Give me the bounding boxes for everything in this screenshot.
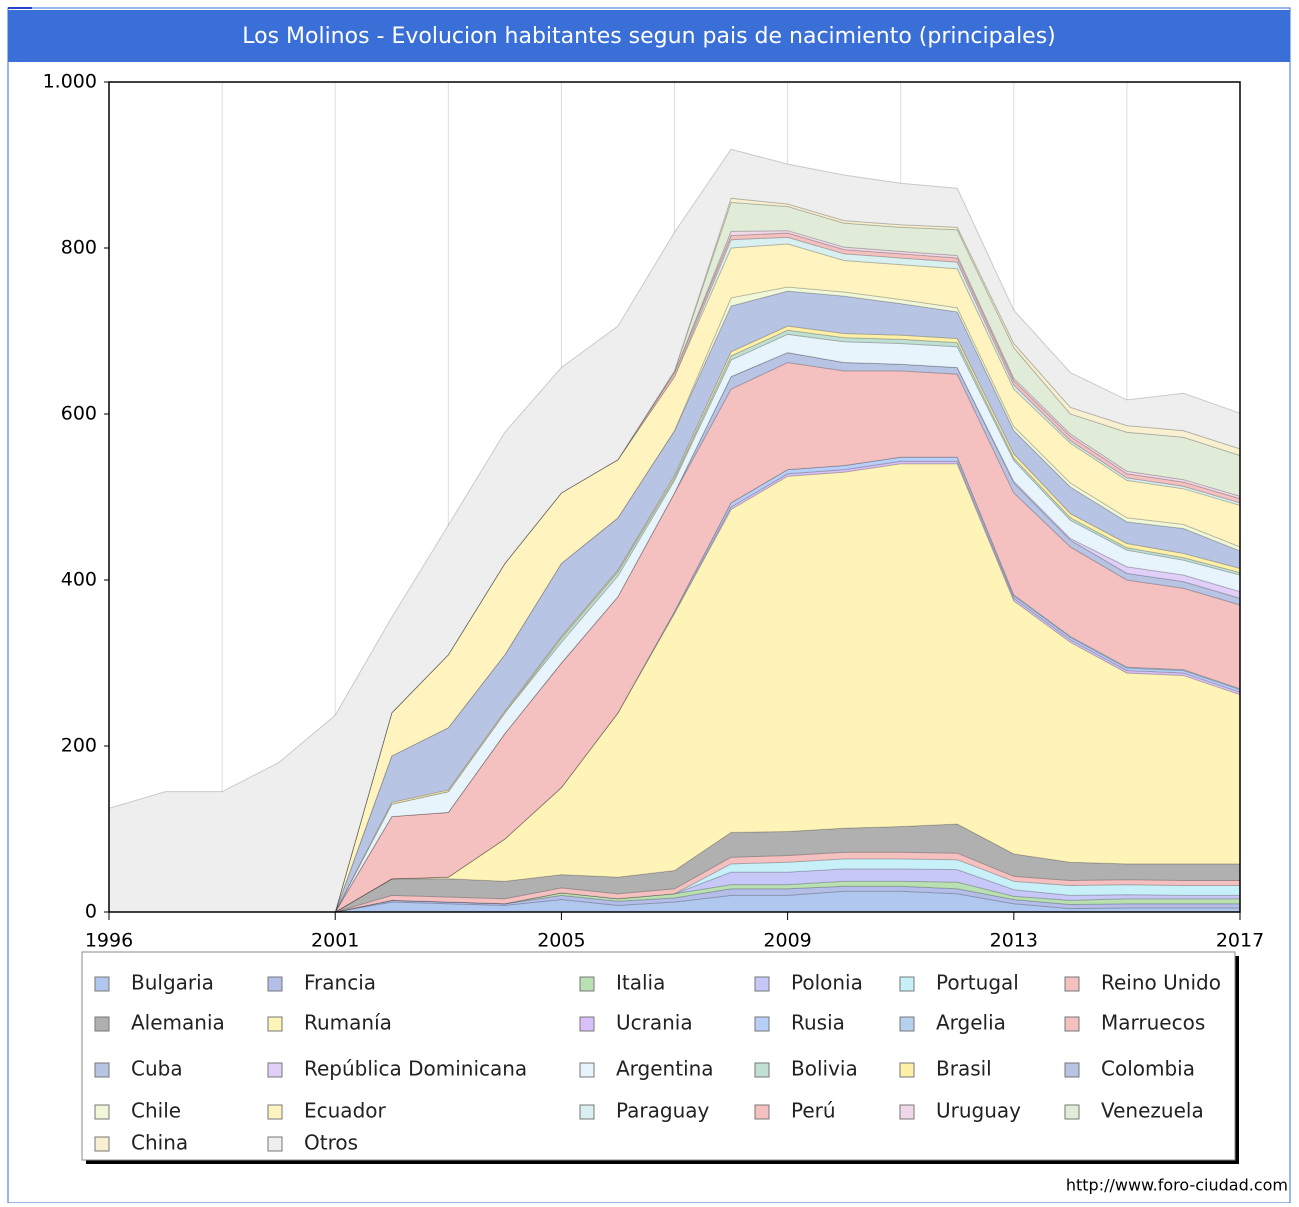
- x-tick-label: 2017: [1216, 930, 1264, 952]
- y-tick-label: 1.000: [43, 71, 97, 93]
- legend-swatch: [1064, 1016, 1080, 1032]
- legend-label: Marruecos: [1101, 1011, 1205, 1035]
- legend: Bulgaria Francia Italia Polonia Portugal Rein…: [94, 971, 1221, 1155]
- legend-swatch: [94, 1016, 110, 1032]
- y-tick-label: 0: [85, 901, 97, 923]
- legend-swatch: [1064, 1062, 1080, 1078]
- legend-label: Francia: [304, 971, 376, 995]
- legend-swatch: [899, 1016, 915, 1032]
- legend-label: Bulgaria: [131, 971, 214, 995]
- legend-swatch: [1064, 976, 1080, 992]
- source: http://www.foro-ciudad.com: [1066, 1176, 1288, 1195]
- legend-label: Argentina: [616, 1057, 714, 1081]
- y-tick-label: 400: [61, 569, 97, 591]
- legend-swatch: [267, 1104, 283, 1120]
- legend-label: Venezuela: [1101, 1099, 1204, 1123]
- title-bar: [8, 10, 1290, 62]
- legend-label: Perú: [791, 1099, 836, 1123]
- legend-swatch: [579, 1104, 595, 1120]
- legend-label: Uruguay: [936, 1099, 1021, 1123]
- plot-area: 0 200 400 600 800 1.000 1996 2001 2005 2009 2013 20…: [43, 71, 1265, 952]
- legend-label: Chile: [131, 1099, 181, 1123]
- x-tick-label: 2005: [537, 930, 585, 952]
- legend-label: Portugal: [936, 971, 1019, 995]
- legend-label: Reino Unido: [1101, 971, 1221, 995]
- legend-swatch: [754, 1062, 770, 1078]
- legend-label: República Dominicana: [304, 1057, 527, 1081]
- legend-swatch: [94, 976, 110, 992]
- legend-label: Otros: [304, 1131, 358, 1155]
- legend-label: Ucrania: [616, 1011, 693, 1035]
- legend-swatch: [267, 976, 283, 992]
- legend-swatch: [579, 976, 595, 992]
- legend-swatch: [899, 1104, 915, 1120]
- x-tick-label: 2013: [990, 930, 1038, 952]
- legend-swatch: [754, 1016, 770, 1032]
- legend-swatch: [754, 976, 770, 992]
- x-tick-label: 2001: [311, 930, 359, 952]
- legend-swatch: [579, 1016, 595, 1032]
- y-tick-label: 800: [61, 237, 97, 259]
- y-tick-label: 600: [61, 403, 97, 425]
- legend-label: Alemania: [131, 1011, 225, 1035]
- legend-label: Ecuador: [304, 1099, 386, 1123]
- legend-swatch: [94, 1104, 110, 1120]
- legend-swatch: [267, 1016, 283, 1032]
- plot-border: [108, 81, 1241, 913]
- legend-label: Brasil: [936, 1057, 992, 1081]
- legend-swatch: [267, 1136, 283, 1152]
- chart-title: Los Molinos - Evolucion habitantes segun…: [242, 24, 1056, 49]
- legend-swatch: [267, 1062, 283, 1078]
- legend-label: Paraguay: [616, 1099, 710, 1123]
- legend-label: Argelia: [936, 1011, 1006, 1035]
- legend-swatch: [94, 1062, 110, 1078]
- legend-swatch: [94, 1136, 110, 1152]
- legend-label: Rusia: [791, 1011, 845, 1035]
- legend-label: Bolivia: [791, 1057, 858, 1081]
- legend-swatch: [899, 1062, 915, 1078]
- legend-label: Polonia: [791, 971, 863, 995]
- legend-swatch: [579, 1062, 595, 1078]
- legend-label: Italia: [616, 971, 665, 995]
- legend-label: Cuba: [131, 1057, 183, 1081]
- legend-swatch: [754, 1104, 770, 1120]
- legend-label: Rumanía: [304, 1011, 392, 1035]
- legend-swatch: [899, 976, 915, 992]
- legend-label: Colombia: [1101, 1057, 1195, 1081]
- x-tick-label: 2009: [763, 930, 811, 952]
- x-tick-label: 1996: [85, 930, 133, 952]
- legend-label: China: [131, 1131, 188, 1155]
- legend-swatch: [1064, 1104, 1080, 1120]
- y-tick-label: 200: [61, 735, 97, 757]
